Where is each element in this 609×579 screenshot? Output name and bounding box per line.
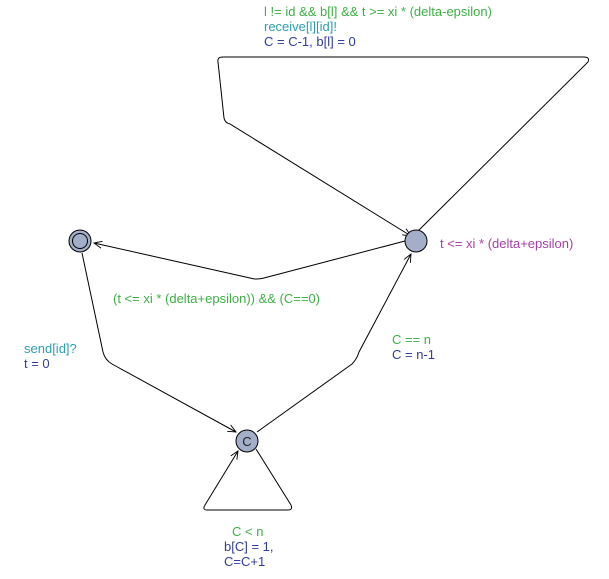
initial-to-committed-sync: send[id]? [24, 341, 77, 356]
wait-to-initial-guard: (t <= xi * (delta+epsilon)) && (C==0) [113, 291, 321, 306]
committed-marker: C [242, 434, 251, 449]
committed-self-loop-update-1: b[C] = 1, [224, 539, 274, 554]
committed-to-wait-guard: C == n [392, 332, 432, 347]
wait-self-loop-guard: l != id && b[l] && t >= xi * (delta-epsi… [264, 4, 492, 19]
committed-self-loop-guard: C < n [232, 524, 264, 539]
edge-committed-self-loop[interactable] [203, 448, 293, 511]
wait-self-loop-sync: receive[l][id]! [264, 19, 337, 34]
edge-initial-to-committed[interactable] [81, 252, 236, 432]
wait-self-loop-update: C = C-1, b[l] = 0 [264, 34, 356, 49]
edge-committed-to-wait[interactable] [256, 254, 411, 433]
edge-wait-to-initial[interactable] [94, 240, 406, 280]
committed-to-wait-update: C = n-1 [392, 347, 435, 362]
committed-self-loop-update-2: C=C+1 [224, 554, 266, 569]
edge-wait-self-loop[interactable] [217, 56, 589, 236]
location-wait[interactable] [404, 229, 428, 253]
wait-invariant: t <= xi * (delta+epsilon) [440, 236, 574, 251]
location-committed[interactable]: C [235, 429, 259, 453]
location-initial[interactable] [68, 229, 92, 253]
initial-to-committed-update: t = 0 [24, 356, 50, 371]
